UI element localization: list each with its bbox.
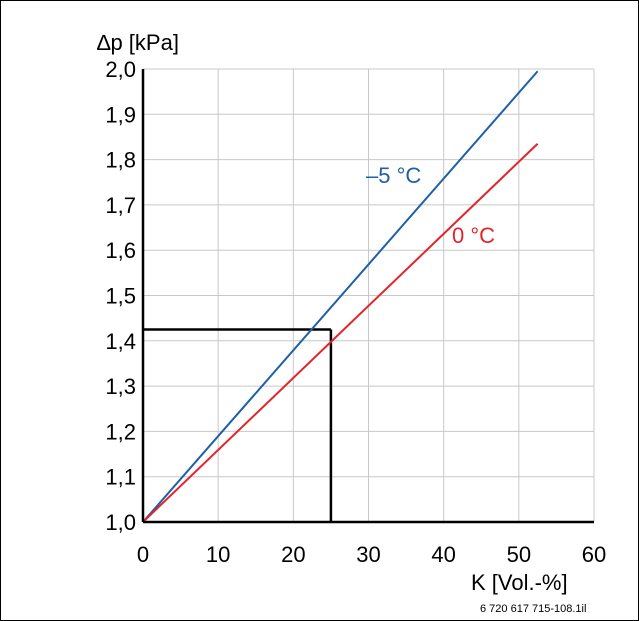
x-tick-label: 50 <box>507 542 531 567</box>
y-tick-label: 1,9 <box>105 102 136 127</box>
series-line-0 <box>142 70 539 523</box>
series-lines <box>142 70 539 523</box>
y-tick-label: 1,8 <box>105 148 136 173</box>
y-tick-label: 1,4 <box>105 329 136 354</box>
x-tick-label: 30 <box>356 542 380 567</box>
series-label-0c: 0 °C <box>452 223 495 248</box>
y-tick-label: 1,0 <box>105 510 136 535</box>
y-axis-title: ∆p [kPa] <box>97 30 179 55</box>
y-tick-label: 1,6 <box>105 238 136 263</box>
y-tick-label: 1,3 <box>105 374 136 399</box>
x-tick-label: 10 <box>206 542 230 567</box>
x-tick-label: 60 <box>582 542 606 567</box>
y-tick-label: 1,2 <box>105 419 136 444</box>
x-tick-label: 40 <box>431 542 455 567</box>
grid <box>142 68 595 523</box>
y-tick-label: 1,5 <box>105 284 136 309</box>
y-tick-label: 2,0 <box>105 57 136 82</box>
tick-labels: 1,0 1,1 1,2 1,3 1,4 1,5 1,6 1,7 1,8 1,9 2,0 0 10 20 30… <box>105 57 606 567</box>
x-tick-label: 0 <box>137 542 149 567</box>
y-tick-label: 1,1 <box>105 465 136 490</box>
series-label-minus-5c: –5 °C <box>366 163 421 188</box>
x-axis-title: K [Vol.-%] <box>471 570 568 595</box>
y-tick-label: 1,7 <box>105 193 136 218</box>
axes <box>141 69 594 524</box>
annotation-lines <box>143 328 333 522</box>
figure-code: 6 720 617 715-108.1il <box>480 603 586 615</box>
series-line-1 <box>142 143 539 523</box>
x-tick-label: 20 <box>281 542 305 567</box>
